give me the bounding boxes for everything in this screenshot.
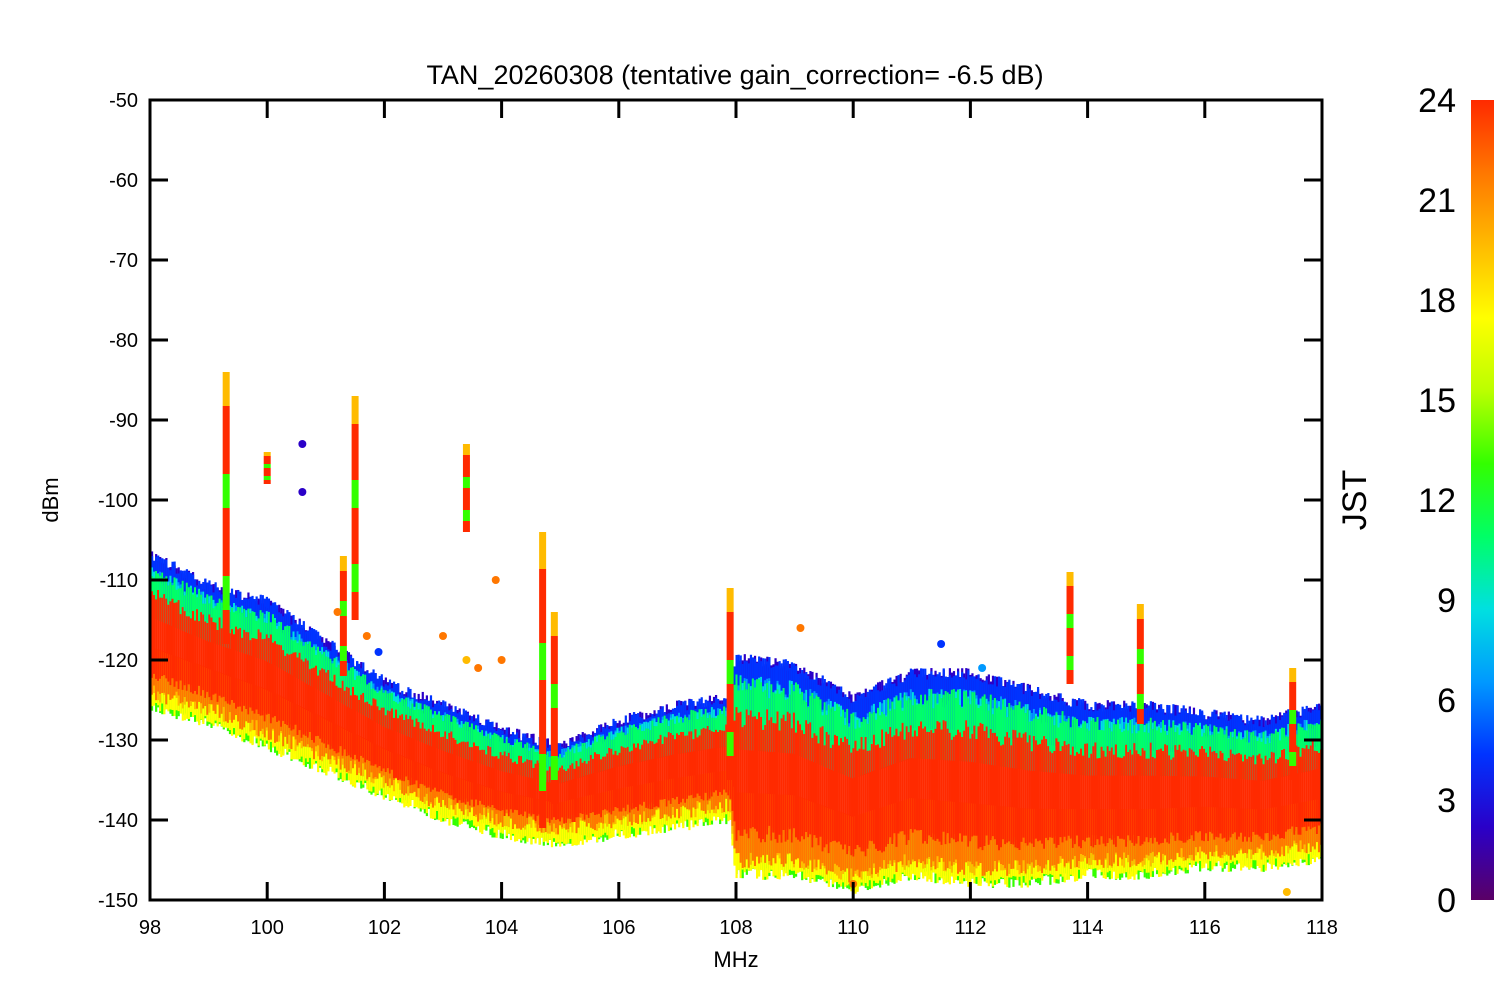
data-layer (150, 372, 1322, 896)
chart-title: TAN_20260308 (tentative gain_correction=… (426, 60, 1043, 90)
